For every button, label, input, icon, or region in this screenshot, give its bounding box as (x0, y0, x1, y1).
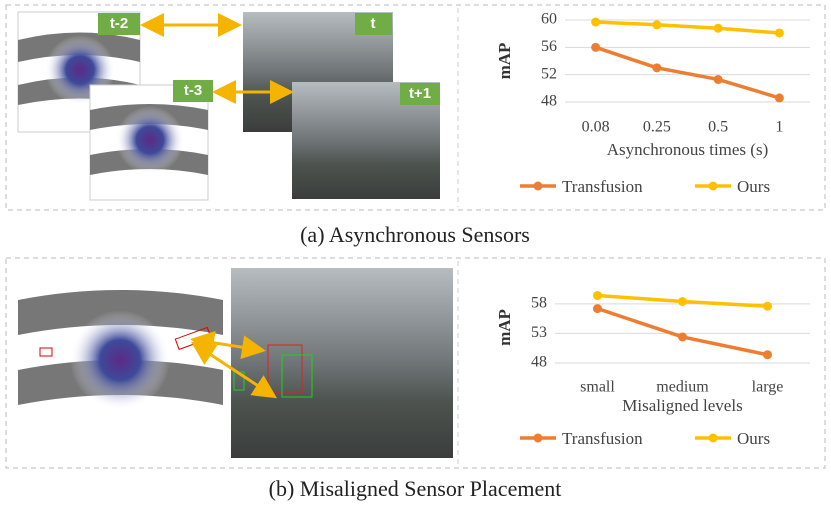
lidar-image (18, 268, 223, 458)
frame-badge (98, 13, 140, 35)
frame-label: t+1 (409, 85, 431, 102)
x-tick-label: large (752, 379, 784, 396)
y-axis-label: mAP (495, 309, 514, 346)
x-tick-label: 1 (775, 119, 783, 136)
series-line (595, 45, 780, 100)
x-axis-label: Misaligned levels (622, 396, 742, 415)
frame-label: t-2 (110, 15, 128, 32)
frame-badge (173, 80, 213, 102)
y-tick-label: 60 (541, 11, 557, 28)
legend-marker (708, 433, 718, 443)
point (593, 304, 602, 314)
frame-badge (400, 83, 440, 105)
y-tick-label: 58 (531, 295, 547, 312)
x-axis-label: Asynchronous times (s) (607, 140, 768, 159)
panel-frame (5, 4, 826, 211)
x-tick-label: medium (656, 379, 709, 396)
legend-label: Transfusion (562, 177, 643, 196)
series-line (595, 20, 780, 35)
point (593, 291, 602, 301)
y-tick-label: 52 (541, 65, 557, 82)
point (763, 301, 772, 311)
point (678, 296, 687, 306)
y-tick-label: 53 (531, 324, 547, 341)
legend-marker (533, 433, 543, 443)
point (652, 63, 662, 73)
legend-marker (708, 181, 718, 191)
y-tick-label: 56 (541, 38, 557, 55)
arrow (190, 341, 278, 399)
legend-marker (533, 181, 543, 191)
point (774, 93, 784, 103)
frame-label: t (371, 15, 376, 32)
point (591, 42, 601, 52)
x-tick-label: 0.25 (643, 119, 671, 136)
y-tick-label: 48 (531, 354, 547, 371)
frame-badge (355, 13, 392, 35)
legend-label: Ours (737, 429, 770, 448)
x-tick-label: small (580, 379, 615, 396)
x-tick-label: 0.08 (582, 119, 610, 136)
point (652, 20, 662, 30)
camera-image (231, 268, 453, 458)
lidar-image (89, 84, 209, 201)
point (713, 23, 723, 33)
legend-label: Ours (737, 177, 770, 196)
series-line (596, 306, 768, 357)
point (774, 28, 784, 38)
frame-label: t-3 (184, 82, 202, 99)
point (763, 350, 772, 360)
point (678, 332, 687, 342)
y-axis-label: mAP (495, 43, 514, 80)
point (713, 74, 723, 84)
y-tick-label: 48 (541, 93, 557, 110)
legend-label: Transfusion (562, 429, 643, 448)
x-tick-label: 0.5 (708, 119, 728, 136)
caption: (b) Misaligned Sensor Placement (269, 476, 562, 501)
caption: (a) Asynchronous Sensors (300, 222, 530, 247)
panel-frame (5, 257, 826, 469)
point (591, 17, 601, 27)
